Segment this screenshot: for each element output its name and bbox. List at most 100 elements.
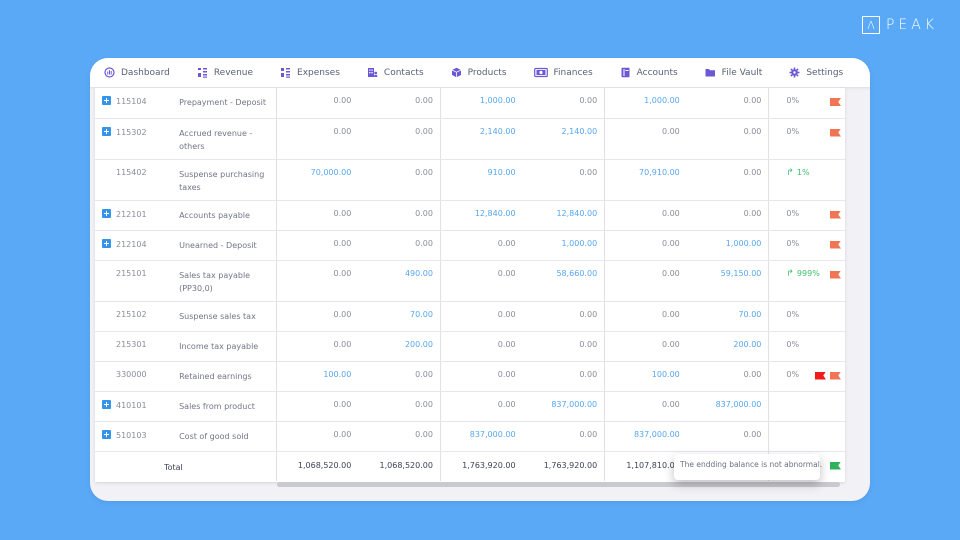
table-row: 212104 Unearned - Deposit 0.00 0.00 0.00…	[95, 230, 845, 261]
nav-products[interactable]: Products	[451, 67, 507, 78]
cell-c4: 0.00	[522, 159, 606, 201]
cell-c4[interactable]: 2,140.00	[522, 118, 606, 160]
table-row: 215301 Income tax payable 0.00 200.00 0.…	[95, 331, 845, 362]
flag-icon[interactable]	[830, 210, 841, 219]
trial-balance-table: 115104 Prepayment - Deposit 0.00 0.00 1,…	[95, 88, 845, 482]
table-row: 215102 Suspense sales tax 0.00 70.00 0.0…	[95, 301, 845, 332]
change-percent: 1%	[796, 167, 810, 177]
cell-c2: 0.00	[358, 361, 441, 392]
nav-file-vault[interactable]: File Vault	[705, 67, 763, 78]
account-name: Accounts payable	[173, 200, 277, 231]
cell-c2[interactable]: 200.00	[358, 331, 441, 362]
account-name: Cost of good sold	[173, 421, 277, 452]
cell-c4[interactable]: 837,000.00	[522, 391, 606, 422]
account-code: 115302	[116, 127, 147, 137]
cell-c1[interactable]: 70,000.00	[276, 159, 359, 201]
cell-c6[interactable]: 70.00	[686, 301, 769, 332]
cell-c3: 0.00	[440, 230, 523, 261]
account-name: Suspense purchasing taxes	[173, 159, 277, 201]
total-c1: 1,068,520.00	[297, 460, 352, 470]
cell-c5: 0.00	[604, 118, 687, 160]
cell-c6: 0.00	[686, 118, 769, 160]
flag-icon[interactable]	[830, 98, 841, 106]
cell-c3[interactable]: 1,000.00	[440, 88, 523, 119]
nav-expenses[interactable]: Expenses	[280, 67, 340, 78]
table-row: 215101 Sales tax payable (PP30,0) 0.00 4…	[95, 260, 845, 302]
nav-dashboard[interactable]: Dashboard	[104, 67, 170, 78]
flag-icon[interactable]	[830, 371, 841, 380]
change-percent: 0%	[786, 238, 800, 248]
cell-c6[interactable]: 1,000.00	[686, 230, 769, 261]
cell-c2: 0.00	[358, 200, 441, 231]
nav-label: Revenue	[213, 67, 254, 78]
cell-c5: 0.00	[604, 391, 687, 422]
change-percent: 999%	[796, 268, 820, 278]
cell-c2[interactable]: 490.00	[358, 260, 441, 302]
cell-c2: 0.00	[358, 118, 441, 160]
cell-c1: 0.00	[276, 230, 359, 261]
account-code: 410101	[116, 400, 147, 410]
cell-c5: 0.00	[604, 200, 687, 231]
account-name: Income tax payable	[173, 331, 277, 362]
cell-c4[interactable]: 1,000.00	[522, 230, 606, 261]
nav-label: File Vault	[721, 67, 763, 78]
nav-label: Products	[467, 67, 507, 78]
cell-c6[interactable]: 59,150.00	[686, 260, 769, 302]
expand-row-button[interactable]	[102, 126, 111, 136]
horizontal-scrollbar[interactable]	[277, 482, 840, 487]
change-percent: 0%	[786, 369, 800, 379]
expand-row-button[interactable]	[102, 429, 111, 439]
expand-row-button[interactable]	[102, 208, 111, 218]
table-row: 510103 Cost of good sold 0.00 0.00 837,0…	[95, 421, 845, 452]
expand-row-button[interactable]	[102, 399, 111, 409]
table-row: 410101 Sales from product 0.00 0.00 0.00…	[95, 391, 845, 422]
trend-up-icon: ↱	[786, 268, 794, 279]
nav-settings[interactable]: Settings	[789, 67, 843, 78]
cell-c4[interactable]: 12,840.00	[522, 200, 606, 231]
cell-c3[interactable]: 2,140.00	[440, 118, 523, 160]
products-icon	[451, 67, 462, 78]
nav-label: Expenses	[297, 67, 340, 78]
expand-row-button[interactable]	[102, 96, 111, 105]
nav-finances[interactable]: Finances	[533, 67, 593, 78]
cell-c6[interactable]: 200.00	[686, 331, 769, 362]
cell-c6: 0.00	[686, 361, 769, 392]
red-flag-icon[interactable]	[815, 371, 826, 380]
cell-c3[interactable]: 837,000.00	[440, 421, 523, 452]
cell-c1: 0.00	[276, 391, 359, 422]
change-percent: 0%	[786, 339, 800, 349]
expand-row-button[interactable]	[102, 238, 111, 248]
nav-contacts[interactable]: Contacts	[367, 67, 424, 78]
cell-c6[interactable]: 837,000.00	[686, 391, 769, 422]
nav-label: Accounts	[636, 67, 678, 78]
cell-c1: 0.00	[276, 301, 359, 332]
peak-logo-icon: Λ	[861, 16, 880, 34]
brand-name: PEAK	[885, 17, 938, 33]
cell-c3[interactable]: 12,840.00	[440, 200, 523, 231]
account-code: 215301	[116, 339, 147, 349]
nav-label: Settings	[806, 67, 844, 78]
cell-c5[interactable]: 100.00	[604, 361, 687, 392]
cell-c5[interactable]: 70,910.00	[604, 159, 687, 201]
cell-c3[interactable]: 910.00	[440, 159, 523, 201]
account-name: Unearned - Deposit	[173, 230, 277, 261]
cell-c1[interactable]: 100.00	[276, 361, 359, 392]
cell-c4[interactable]: 58,660.00	[522, 260, 606, 302]
cell-c3: 0.00	[440, 301, 523, 332]
cell-c5[interactable]: 1,000.00	[604, 88, 687, 119]
account-name: Sales tax payable (PP30,0)	[173, 260, 277, 302]
cell-c2: 0.00	[358, 230, 441, 261]
green-flag-icon[interactable]	[830, 461, 841, 470]
nav-revenue[interactable]: Revenue	[197, 67, 253, 78]
cell-c5[interactable]: 837,000.00	[604, 421, 687, 452]
flag-icon[interactable]	[830, 270, 841, 279]
cell-c5: 0.00	[604, 230, 687, 261]
cell-c2[interactable]: 70.00	[358, 301, 441, 332]
flag-icon[interactable]	[830, 128, 841, 137]
flag-icon[interactable]	[830, 240, 841, 249]
cell-c4: 0.00	[522, 331, 606, 362]
cell-c3: 0.00	[440, 260, 523, 302]
nav-accounts[interactable]: Accounts	[620, 67, 678, 78]
cell-c5: 0.00	[604, 301, 687, 332]
main-nav: Dashboard Revenue Expenses Contacts Prod…	[90, 58, 870, 88]
